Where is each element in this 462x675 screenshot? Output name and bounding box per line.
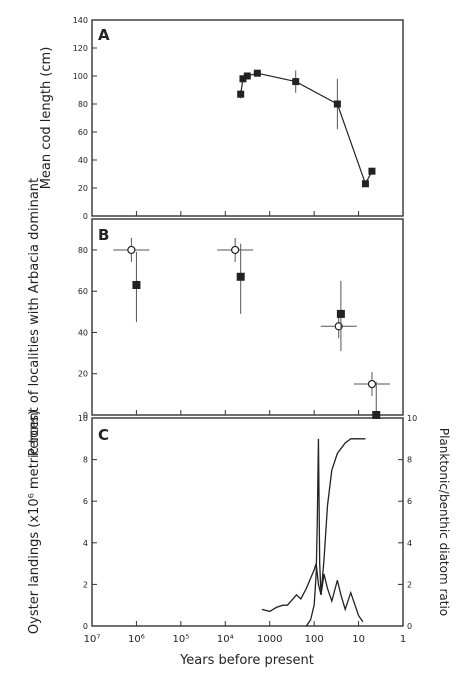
y-tick-label: 60 (78, 128, 88, 137)
x-tick-label: 10⁶ (128, 634, 145, 645)
arbacia-filled-point (336, 309, 345, 318)
y-tick-label: 80 (78, 100, 88, 109)
panel-a-frame (91, 19, 404, 217)
panel-c-ylabel: Oyster landings (x10⁶ metric tons) (27, 410, 42, 634)
arbacia-filled-point (132, 281, 141, 290)
y2-tick-label: 10 (407, 414, 417, 423)
y-tick-label: 4 (83, 539, 88, 548)
x-tick-label: 100 (305, 634, 324, 645)
arbacia-open-point (231, 245, 240, 255)
y2-tick-label: 2 (407, 580, 412, 589)
arbacia-open-point (127, 245, 136, 255)
y2-tick-label: 0 (407, 622, 412, 631)
panel-c-frame (91, 417, 404, 627)
x-tick-label: 1000 (257, 634, 282, 645)
y2-tick-label: 8 (407, 456, 412, 465)
y-tick-label: 6 (83, 497, 88, 506)
y-tick-label: 0 (83, 622, 88, 631)
panel-b-ylabel: Percent of localities with Arbacia domin… (27, 178, 42, 456)
y-tick-label: 0 (83, 212, 88, 221)
series-line-1 (305, 438, 366, 627)
panel-b-frame (91, 218, 404, 416)
cod-length-point (361, 180, 369, 188)
y2-tick-label: 6 (407, 497, 412, 506)
cod-length-point (333, 100, 341, 108)
arbacia-filled-point (372, 411, 381, 419)
panel-b-label: B (98, 226, 109, 244)
cod-length-point (237, 90, 245, 98)
y-tick-label: 80 (78, 246, 88, 255)
cod-length-point (368, 167, 376, 175)
x-tick-label: 10⁵ (172, 634, 189, 645)
arbacia-open-point (367, 379, 377, 389)
y-tick-label: 60 (78, 287, 88, 296)
cod-length-line (240, 72, 373, 186)
x-tick-label: 1 (400, 634, 406, 645)
panel-c-y2label: Planktonic/benthic diatom ratio (437, 428, 451, 616)
y2-tick-label: 4 (407, 539, 412, 548)
cod-length-point (239, 75, 247, 83)
y-tick-label: 100 (73, 72, 88, 81)
y-tick-label: 2 (83, 580, 88, 589)
x-axis-label: Years before present (179, 653, 314, 668)
y-tick-label: 40 (78, 328, 88, 337)
y-tick-label: 140 (73, 16, 88, 25)
y-tick-label: 20 (78, 184, 88, 193)
cod-length-point (243, 72, 251, 80)
y-tick-label: 8 (83, 456, 88, 465)
arbacia-filled-point (236, 272, 245, 281)
cod-length-point (292, 78, 300, 86)
x-tick-label: 10⁴ (217, 634, 234, 645)
y-tick-label: 120 (73, 44, 88, 53)
y-tick-label: 0 (83, 411, 88, 420)
x-tick-label: 10⁷ (84, 634, 101, 645)
panel-a-label: A (98, 26, 110, 44)
series-line-2 (261, 563, 364, 623)
y-tick-label: 10 (78, 414, 88, 423)
panel-c-label: C (98, 426, 109, 444)
y-tick-label: 20 (78, 370, 88, 379)
x-tick-label: 10 (352, 634, 365, 645)
cod-length-point (253, 69, 261, 77)
y-tick-label: 40 (78, 156, 88, 165)
panel-a-ylabel: Mean cod length (cm) (39, 47, 54, 190)
